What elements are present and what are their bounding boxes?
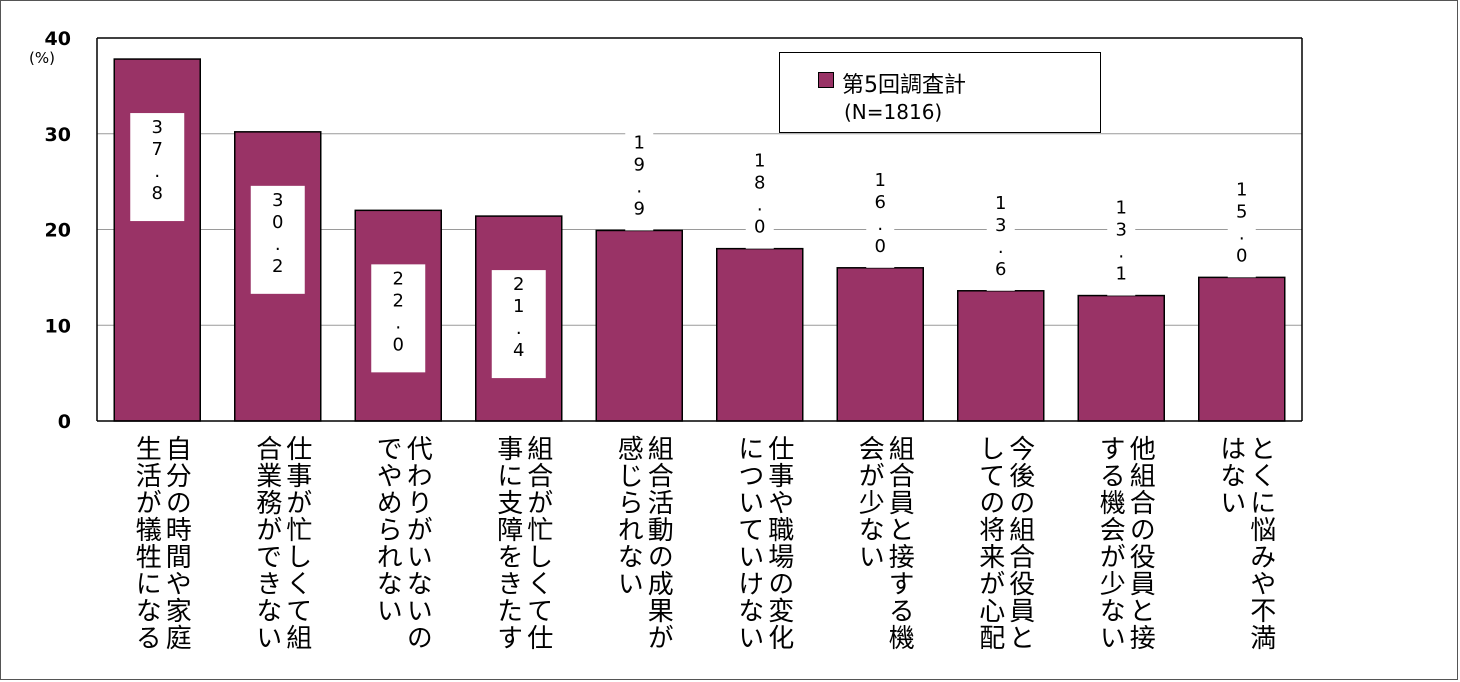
data-label-box: [491, 270, 546, 379]
x-category-label: 他組合の役員と接 する機会が少ない: [1095, 435, 1156, 651]
data-label: .: [1118, 242, 1124, 263]
data-label: 3: [272, 190, 283, 211]
data-label-box: [1227, 171, 1256, 278]
x-category-label: 自分の時間や家庭 生活が犠牲になる: [131, 435, 192, 651]
data-label: 9: [634, 198, 645, 219]
data-label: 1: [1116, 198, 1127, 219]
data-label: .: [877, 214, 883, 235]
x-category-label: 組合が忙しくて仕 事に支障をきたす: [492, 435, 553, 651]
data-label-box: [130, 113, 185, 222]
data-label-box: [986, 184, 1015, 291]
data-label-box: [745, 142, 774, 249]
bar: [957, 290, 1045, 422]
bar: [1198, 276, 1286, 422]
legend-swatch: [818, 72, 834, 88]
data-label: 0: [1236, 245, 1247, 266]
y-tick-label: 0: [58, 411, 71, 433]
data-label: 6: [875, 192, 886, 213]
data-label: 7: [152, 139, 163, 160]
data-label: 2: [393, 290, 404, 311]
x-category-label: 仕事が忙しくて組 合業務ができない: [251, 435, 312, 651]
data-label-box: [1107, 189, 1136, 296]
data-label-box: [250, 185, 305, 294]
data-label: 8: [152, 183, 163, 204]
x-category-label: 組合活動の成果が 感じられない: [613, 435, 674, 651]
y-tick-label: 20: [45, 220, 71, 242]
data-label: .: [154, 161, 160, 182]
data-label: .: [1239, 223, 1245, 244]
data-label: .: [636, 176, 642, 197]
data-label: 2: [272, 256, 283, 277]
x-category-label: 代わりがいないの でやめられない: [372, 435, 433, 651]
data-label: 2: [393, 268, 404, 289]
data-label-box: [866, 161, 895, 268]
data-label: 0: [754, 217, 765, 238]
data-label: 1: [875, 170, 886, 191]
x-category-label: とくに悩みや不満 はない: [1215, 435, 1276, 651]
data-label: 9: [634, 154, 645, 175]
legend-series-name: 第5回調査計: [842, 73, 966, 98]
y-tick-label: 30: [45, 124, 71, 146]
data-label: 2: [513, 274, 524, 295]
data-label: 3: [1116, 220, 1127, 241]
data-label: 5: [1236, 201, 1247, 222]
data-label: 4: [513, 340, 524, 361]
data-label: .: [998, 237, 1004, 258]
data-label: 3: [152, 117, 163, 138]
data-label: 1: [513, 296, 524, 317]
x-category-label: 組合員と接する機 会が少ない: [854, 435, 915, 651]
data-label: 1: [1236, 179, 1247, 200]
data-label: .: [516, 318, 522, 339]
data-label-box: [625, 124, 654, 231]
data-label: 1: [995, 193, 1006, 214]
data-label-box: [371, 264, 426, 373]
data-label: 8: [754, 173, 765, 194]
data-label: 0: [272, 212, 283, 233]
bar: [836, 267, 924, 422]
legend: 第5回調査計 (N=1816): [779, 52, 1101, 133]
data-label: 6: [995, 259, 1006, 280]
data-label: 1: [1116, 264, 1127, 285]
data-label: .: [757, 195, 763, 216]
data-label: 1: [754, 151, 765, 172]
y-axis-unit-label: (%): [29, 49, 55, 67]
data-label: 3: [995, 215, 1006, 236]
data-label: .: [395, 312, 401, 333]
y-tick-label: 10: [45, 315, 71, 337]
data-label: 0: [875, 236, 886, 257]
x-category-label: 仕事や職場の変化 についていけない: [733, 435, 794, 651]
legend-sample-size: (N=1816): [844, 100, 943, 124]
data-label: .: [275, 234, 281, 255]
x-category-label: 今後の組合役員と しての将来が心配: [974, 435, 1035, 651]
bar: [595, 229, 683, 422]
data-label: 0: [393, 334, 404, 355]
bar: [716, 247, 804, 422]
y-tick-label: 40: [45, 28, 71, 50]
bar: [1077, 294, 1165, 422]
data-label: 1: [634, 132, 645, 153]
